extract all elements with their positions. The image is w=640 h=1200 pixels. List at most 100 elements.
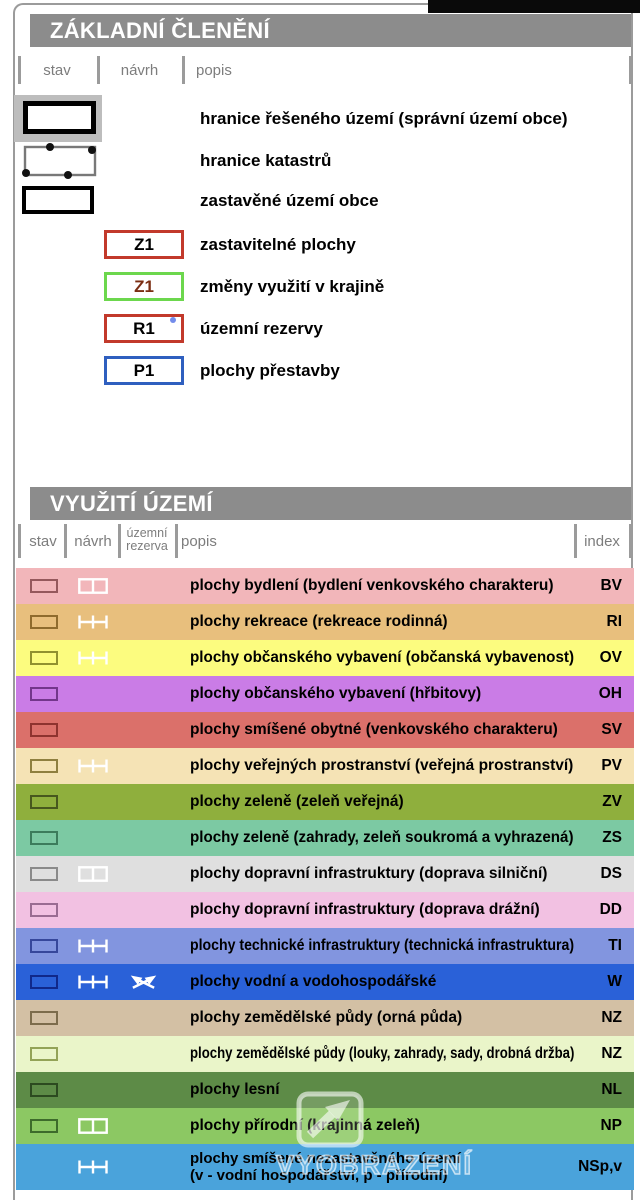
navrh-cells-icon xyxy=(78,866,108,882)
section-title-basic: ZÁKLADNÍ ČLENĚNÍ xyxy=(30,14,631,47)
landuse-label: plochy dopravní infrastruktury (doprava … xyxy=(190,892,574,928)
column-divider xyxy=(629,56,632,84)
stav-symbol xyxy=(30,1047,58,1061)
landuse-row: plochy dopravní infrastruktury (doprava … xyxy=(16,892,634,928)
map-edge-bar xyxy=(428,0,640,13)
navrh-ladder-icon xyxy=(78,938,108,954)
landuse-label: plochy vodní a vodohospodářské xyxy=(190,964,574,1000)
navrh-ladder-icon xyxy=(78,758,108,774)
column-header-navrh: návrh xyxy=(112,62,167,79)
landuse-label: plochy bydlení (bydlení venkovského char… xyxy=(190,568,574,604)
landuse-row: plochy rekreace (rekreace rodinná) RI xyxy=(16,604,634,640)
cadastre-boundary-symbol xyxy=(20,143,100,181)
landuse-index: OV xyxy=(530,640,622,676)
landuse-label: plochy zemědělské půdy (louky, zahrady, … xyxy=(190,1036,516,1072)
landuse-row: plochy veřejných prostranství (veřejná p… xyxy=(16,748,634,784)
code-box-z1-red: Z1 xyxy=(104,230,184,259)
landuse-index: ZV xyxy=(530,784,622,820)
rezerva-arrows-icon xyxy=(129,973,158,991)
landuse-index: DD xyxy=(530,892,622,928)
stav-symbol xyxy=(30,759,58,773)
stav-symbol xyxy=(30,615,58,629)
stav-symbol xyxy=(30,903,58,917)
legend-item-label: plochy přestavby xyxy=(200,361,340,381)
stav-symbol xyxy=(30,723,58,737)
navrh-ladder-icon xyxy=(78,650,108,666)
landuse-row: plochy dopravní infrastruktury (doprava … xyxy=(16,856,634,892)
column-header-navrh: návrh xyxy=(70,533,116,550)
code-box-p1-blue: P1 xyxy=(104,356,184,385)
watermark-text: VYOBRAZENÍ xyxy=(276,1150,473,1181)
stav-symbol xyxy=(30,1083,58,1097)
landuse-index: BV xyxy=(530,568,622,604)
landuse-index: NZ xyxy=(530,1036,622,1072)
navrh-ladder-icon xyxy=(78,1159,108,1175)
landuse-row: plochy vodní a vodohospodářské W xyxy=(16,964,634,1000)
landuse-index: DS xyxy=(530,856,622,892)
landuse-label: plochy zeleně (zahrady, zeleň soukromá a… xyxy=(190,820,565,856)
column-divider xyxy=(629,524,632,558)
solved-territory-boundary-symbol xyxy=(14,95,102,142)
landuse-row: plochy občanského vybavení (hřbitovy) OH xyxy=(16,676,634,712)
column-header-rezerva: územní rezerva xyxy=(122,527,172,553)
landuse-row: plochy zemědělské půdy (orná půda) NZ xyxy=(16,1000,634,1036)
section-title-usage: VYUŽITÍ ÚZEMÍ xyxy=(30,487,631,520)
column-header-popis: popis xyxy=(181,533,217,550)
landuse-row: plochy bydlení (bydlení venkovského char… xyxy=(16,568,634,604)
watermark-logo-icon xyxy=(292,1091,370,1148)
column-divider xyxy=(18,524,21,558)
column-header-stav: stav xyxy=(24,533,62,550)
column-divider xyxy=(574,524,577,558)
stav-symbol xyxy=(30,579,58,593)
landuse-label: plochy veřejných prostranství (veřejná p… xyxy=(190,748,574,784)
column-header-stav: stav xyxy=(32,62,82,79)
legend-item-label: hranice řešeného území (správní území ob… xyxy=(200,109,568,129)
landuse-index: PV xyxy=(530,748,622,784)
stav-symbol xyxy=(30,1011,58,1025)
watermark: VYOBRAZENÍ xyxy=(276,1091,473,1181)
column-divider xyxy=(182,56,185,84)
stav-symbol xyxy=(30,1119,58,1133)
column-divider xyxy=(18,56,21,84)
legend-page: ZÁKLADNÍ ČLENĚNÍ stav návrh popis hranic… xyxy=(0,0,640,1200)
solved-territory-rect xyxy=(23,101,96,134)
landuse-label: plochy občanského vybavení (hřbitovy) xyxy=(190,676,574,712)
stav-symbol xyxy=(30,867,58,881)
column-divider xyxy=(175,524,178,558)
landuse-index: SV xyxy=(530,712,622,748)
column-divider xyxy=(118,524,121,558)
landuse-row: plochy zeleně (zahrady, zeleň soukromá a… xyxy=(16,820,634,856)
stav-symbol xyxy=(30,651,58,665)
landuse-label: plochy technické infrastruktury (technic… xyxy=(190,928,539,964)
landuse-label: plochy občanského vybavení (občanská vyb… xyxy=(190,640,567,676)
landuse-index: RI xyxy=(530,604,622,640)
stav-symbol xyxy=(30,687,58,701)
landuse-index: NP xyxy=(530,1108,622,1144)
landuse-index: NZ xyxy=(530,1000,622,1036)
landuse-index: TI xyxy=(530,928,622,964)
navrh-ladder-icon xyxy=(78,614,108,630)
landuse-row: plochy zeleně (zeleň veřejná) ZV xyxy=(16,784,634,820)
column-divider xyxy=(64,524,67,558)
stav-symbol xyxy=(30,975,58,989)
landuse-label: plochy smíšené obytné (venkovského chara… xyxy=(190,712,574,748)
landuse-row: plochy technické infrastruktury (technic… xyxy=(16,928,634,964)
column-header-popis: popis xyxy=(196,62,232,79)
landuse-index: NL xyxy=(530,1072,622,1108)
landuse-index: OH xyxy=(530,676,622,712)
landuse-row: plochy smíšené obytné (venkovského chara… xyxy=(16,712,634,748)
legend-item-label: hranice katastrů xyxy=(200,151,331,171)
stav-symbol xyxy=(30,939,58,953)
landuse-label: plochy zemědělské půdy (orná půda) xyxy=(190,1000,574,1036)
stav-symbol xyxy=(30,831,58,845)
legend-item-label: územní rezervy xyxy=(200,319,323,339)
legend-item-label: změny využití v krajině xyxy=(200,277,384,297)
stav-symbol xyxy=(30,795,58,809)
navrh-cells-icon xyxy=(78,578,108,594)
landuse-label: plochy dopravní infrastruktury (doprava … xyxy=(190,856,574,892)
landuse-index: W xyxy=(530,964,622,1000)
legend-item-label: zastavěné území obce xyxy=(200,191,379,211)
column-header-index: index xyxy=(580,533,624,550)
blue-artifact-dot xyxy=(170,317,176,323)
legend-item-label: zastavitelné plochy xyxy=(200,235,356,255)
